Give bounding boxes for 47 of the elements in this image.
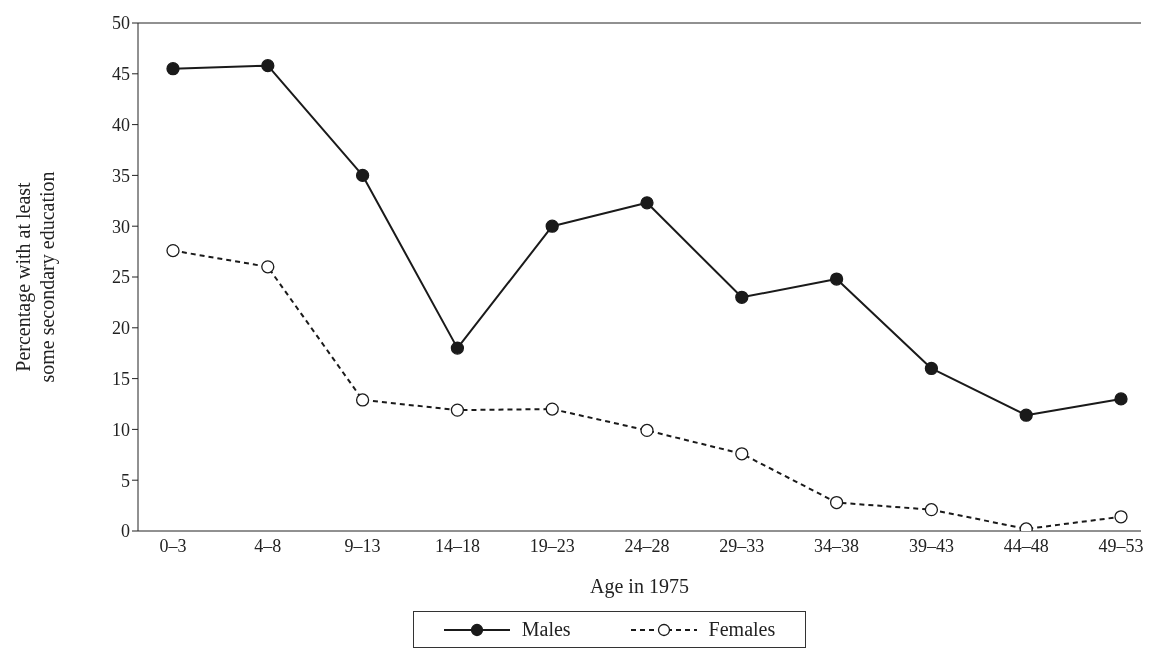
point — [355, 168, 370, 183]
point — [545, 402, 559, 416]
y-tick-label: 0 — [121, 521, 130, 542]
y-tick-label: 20 — [112, 318, 130, 339]
x-tick-label: 44–48 — [1003, 535, 1049, 556]
y-tick-label: 35 — [112, 165, 130, 186]
y-tick-label: 15 — [112, 368, 130, 389]
x-tick-label: 29–33 — [719, 535, 765, 556]
point — [924, 361, 939, 376]
y-tick-label: 10 — [112, 419, 130, 440]
y-tick-label: 40 — [112, 114, 130, 135]
point — [166, 243, 180, 258]
point — [166, 62, 180, 76]
point — [735, 447, 749, 461]
y-tick-label: 50 — [112, 13, 130, 34]
x-tick-label: 49–53 — [1098, 535, 1144, 556]
y-tick-label: 5 — [121, 470, 130, 491]
point — [355, 393, 370, 407]
point — [640, 423, 654, 438]
x-tick-label: 14–18 — [434, 535, 480, 556]
point — [261, 59, 275, 73]
y-tick-label: 30 — [112, 216, 130, 237]
point — [1114, 510, 1128, 524]
x-tick-label: 34–38 — [814, 535, 860, 556]
point — [261, 260, 275, 274]
point — [450, 403, 465, 417]
y-axis-title: Percentage with at least some secondary education — [12, 171, 59, 383]
point — [1019, 408, 1033, 422]
x-tick-label: 39–43 — [908, 535, 954, 556]
x-axis-title: Age in 1975 — [590, 575, 689, 598]
point — [545, 219, 559, 233]
point — [1114, 392, 1128, 406]
point — [450, 341, 465, 355]
point — [924, 503, 939, 517]
y-tick-label: 45 — [112, 64, 130, 85]
legend-label: Males — [521, 618, 571, 641]
point — [640, 196, 654, 210]
y-tick-label: 25 — [112, 267, 130, 288]
x-tick-label: 0–3 — [159, 535, 187, 556]
x-tick-label: 4–8 — [254, 535, 282, 556]
x-tick-label: 24–28 — [624, 535, 670, 556]
legend-label: Females — [708, 618, 776, 641]
x-tick-label: 9–13 — [344, 535, 381, 556]
point — [735, 290, 749, 304]
x-tick-label: 19–23 — [529, 535, 575, 556]
point — [829, 495, 844, 510]
point — [829, 272, 844, 286]
